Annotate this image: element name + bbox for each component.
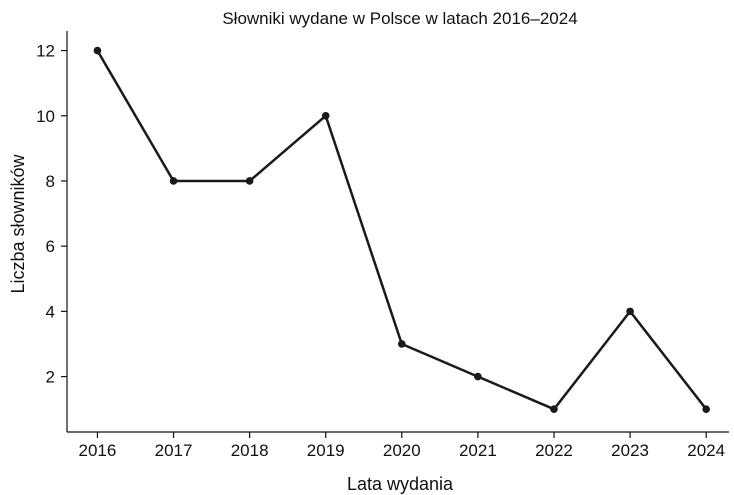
y-axis-label: Liczba słowników (8, 153, 28, 293)
x-tick-label: 2017 (155, 441, 193, 460)
y-ticks: 2 4 6 8 10 12 (36, 42, 67, 387)
x-tick-label: 2020 (383, 441, 421, 460)
chart-title: Słowniki wydane w Polsce w latach 2016–2… (222, 9, 577, 28)
y-tick-label: 8 (46, 172, 55, 191)
axes (66, 31, 729, 433)
data-point (321, 111, 330, 120)
x-axis-label: Lata wydania (347, 474, 454, 494)
x-tick-label: 2022 (535, 441, 573, 460)
series-line (96, 49, 708, 411)
data-point (245, 177, 254, 185)
x-tick-label: 2024 (687, 441, 725, 460)
data-point (93, 46, 102, 55)
y-tick-label: 4 (46, 302, 55, 321)
data-point (550, 405, 558, 413)
y-tick-label: 10 (36, 107, 55, 126)
x-tick-label: 2021 (459, 441, 497, 460)
x-tick-label: 2016 (79, 441, 117, 460)
y-tick-label: 2 (46, 368, 55, 387)
y-tick-label: 12 (36, 42, 55, 61)
x-ticks: 2016 2017 2018 2019 2020 2021 2022 2023 2024 (79, 432, 725, 460)
x-tick-label: 2018 (231, 441, 269, 460)
data-point (702, 405, 710, 413)
y-tick-label: 6 (46, 237, 55, 256)
series (93, 46, 710, 413)
data-point (169, 177, 178, 185)
data-point (474, 372, 482, 381)
data-point (626, 307, 634, 316)
data-point (398, 340, 406, 348)
x-tick-label: 2019 (307, 441, 345, 460)
x-tick-label: 2023 (611, 441, 649, 460)
